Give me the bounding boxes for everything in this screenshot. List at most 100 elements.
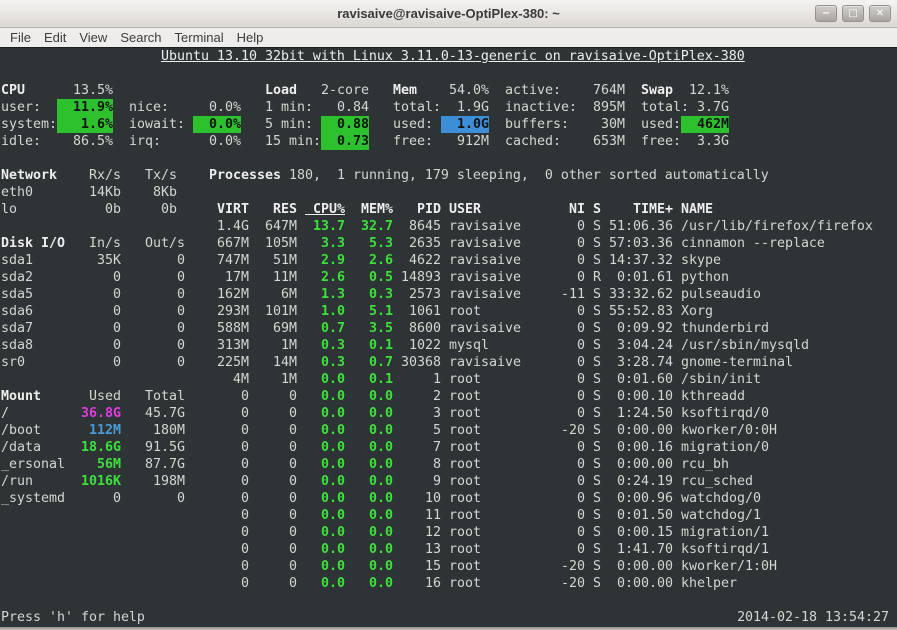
- process-row: 1.4G 647M 13.7 32.7 8645 ravisaive 0 S 5…: [1, 218, 897, 235]
- load-min1-value: 0.84: [337, 100, 369, 115]
- interface-tx: 0b: [161, 202, 177, 217]
- network-row: eth0 14Kb 8Kb: [1, 184, 897, 201]
- title-bar[interactable]: ravisaive@ravisaive-OptiPlex-380: ~ − □ …: [0, 0, 897, 28]
- diskio-row: sda8 0 0: [1, 337, 897, 354]
- menu-view[interactable]: View: [79, 30, 108, 45]
- menu-terminal[interactable]: Terminal: [174, 30, 224, 45]
- mount-used: 0: [113, 491, 121, 506]
- cpu-user-value: 11.9%: [57, 99, 113, 116]
- load-cores: 2-core: [321, 83, 369, 98]
- proc-ni: 0: [577, 321, 585, 336]
- proc-res: 0: [289, 440, 297, 455]
- proc-pid: 12: [425, 525, 441, 540]
- mount-point: /data: [1, 440, 41, 455]
- mem-buffers-label: buffers:: [505, 117, 569, 132]
- diskio-row: sr0 0 0: [1, 354, 897, 371]
- proc-mem: 0.0: [369, 525, 393, 540]
- mount-point: _systemd: [1, 491, 65, 506]
- mem-used-value: 1.0G: [441, 116, 489, 133]
- proc-res: 0: [289, 406, 297, 421]
- proc-time: 0:00.00: [617, 576, 673, 591]
- cpu-irq-label: irq:: [129, 134, 161, 149]
- menu-search[interactable]: Search: [120, 30, 162, 45]
- proc-pid: 1061: [409, 304, 441, 319]
- proc-virt: 0: [241, 508, 249, 523]
- col-cpu-sorted[interactable]: CPU%: [305, 202, 345, 217]
- proc-time: 0:09.92: [617, 321, 673, 336]
- stats-row-user: user: 11.9% nice: 0.0% 1 min: 0.84 total…: [1, 99, 897, 116]
- menu-help[interactable]: Help: [236, 30, 264, 45]
- proc-state: S: [593, 253, 601, 268]
- process-row: 17M 11M 2.6 0.5 14893 ravisaive 0 R 0:01…: [1, 269, 897, 286]
- stats-row-idle: idle: 86.5% irq: 0.0% 15 min: 0.73 free:…: [1, 133, 897, 150]
- proc-state: S: [593, 525, 601, 540]
- disk-out: 0: [177, 270, 185, 285]
- proc-state: S: [593, 389, 601, 404]
- cpu-total: 13.5%: [73, 83, 113, 98]
- proc-mem: 0.7: [369, 355, 393, 370]
- proc-state: R: [593, 270, 601, 285]
- proc-user: root: [449, 474, 481, 489]
- proc-pid: 15: [425, 559, 441, 574]
- menu-edit[interactable]: Edit: [43, 30, 67, 45]
- network-header-row: Network Rx/s Tx/s Processes 180, 1 runni…: [1, 167, 897, 184]
- swap-used-value: 462M: [681, 116, 729, 133]
- proc-user: root: [449, 491, 481, 506]
- disk-name: sda6: [1, 304, 33, 319]
- interface-rx: 0b: [105, 202, 121, 217]
- col-res: RES: [273, 202, 297, 217]
- proc-ni: 0: [577, 338, 585, 353]
- proc-user: root: [449, 372, 481, 387]
- proc-cpu: 1.0: [321, 304, 345, 319]
- terminal-screen[interactable]: Ubuntu 13.10 32bit with Linux 3.11.0-13-…: [0, 48, 897, 627]
- proc-name: skype: [681, 253, 721, 268]
- proc-ni: 0: [577, 525, 585, 540]
- diskio-in-header: In/s: [89, 236, 121, 251]
- proc-time: 0:01.61: [617, 270, 673, 285]
- mem-buffers-value: 30M: [601, 117, 625, 132]
- proc-state: S: [593, 423, 601, 438]
- proc-virt: 17M: [225, 270, 249, 285]
- proc-cpu: 0.0: [321, 525, 345, 540]
- proc-cpu: 0.0: [321, 542, 345, 557]
- network-rx-header: Rx/s: [89, 168, 121, 183]
- proc-virt: 0: [241, 559, 249, 574]
- disk-out: 0: [177, 304, 185, 319]
- cpu-system-value: 1.6%: [57, 116, 113, 133]
- mount-used: 56M: [97, 457, 121, 472]
- clock: 2014-02-18 13:54:27: [737, 610, 889, 625]
- processes-title: Processes: [209, 168, 281, 183]
- minimize-button[interactable]: −: [815, 5, 837, 22]
- maximize-button[interactable]: □: [842, 5, 864, 22]
- proc-user: root: [449, 542, 481, 557]
- proc-cpu: 0.3: [321, 338, 345, 353]
- mount-used-header: Used: [89, 389, 121, 404]
- mem-free-value: 912M: [457, 134, 489, 149]
- disk-name: sda7: [1, 321, 33, 336]
- window-title: ravisaive@ravisaive-OptiPlex-380: ~: [337, 6, 560, 21]
- menu-file[interactable]: File: [10, 30, 31, 45]
- proc-cpu: 2.9: [321, 253, 345, 268]
- proc-cpu: 0.0: [321, 440, 345, 455]
- status-bar: Press 'h' for help 2014-02-18 13:54:27: [1, 609, 897, 626]
- proc-ni: 0: [577, 236, 585, 251]
- diskio-row: sda2 0 0: [1, 269, 897, 286]
- proc-name: kworker/0:0H: [681, 423, 777, 438]
- mount-point: /boot: [1, 423, 41, 438]
- proc-user: ravisaive: [449, 287, 521, 302]
- proc-virt: 0: [241, 491, 249, 506]
- close-button[interactable]: ✕: [869, 5, 891, 22]
- col-ni: NI: [569, 202, 585, 217]
- swap-free-value: 3.3G: [697, 134, 729, 149]
- disk-out: 0: [177, 253, 185, 268]
- proc-mem: 0.0: [369, 576, 393, 591]
- proc-mem: 0.0: [369, 423, 393, 438]
- proc-time: 0:00.15: [617, 525, 673, 540]
- mount-used: 36.8G: [81, 406, 121, 421]
- proc-state: S: [593, 508, 601, 523]
- proc-pid: 8: [433, 457, 441, 472]
- proc-name: khelper: [681, 576, 737, 591]
- proc-name: rcu_sched: [681, 474, 753, 489]
- proc-name: /sbin/init: [681, 372, 761, 387]
